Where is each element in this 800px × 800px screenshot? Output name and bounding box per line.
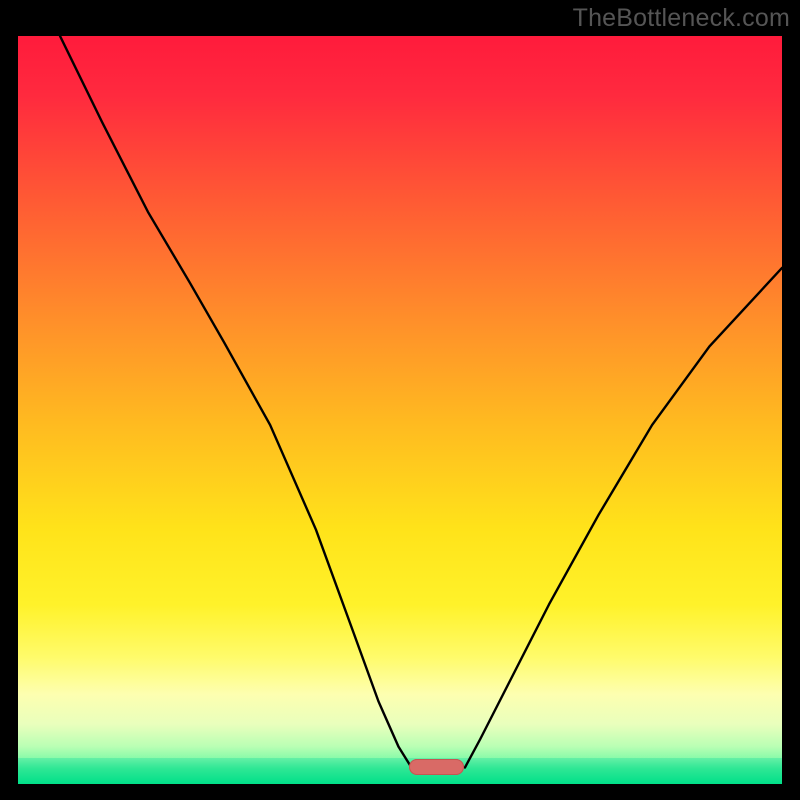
chart-frame: TheBottleneck.com (0, 0, 800, 800)
optimal-marker (409, 759, 464, 775)
curve-left-branch (60, 36, 411, 768)
watermark-text: TheBottleneck.com (573, 4, 790, 33)
plot-area (18, 36, 782, 784)
bottleneck-curve (18, 36, 782, 784)
curve-right-branch (465, 268, 782, 768)
